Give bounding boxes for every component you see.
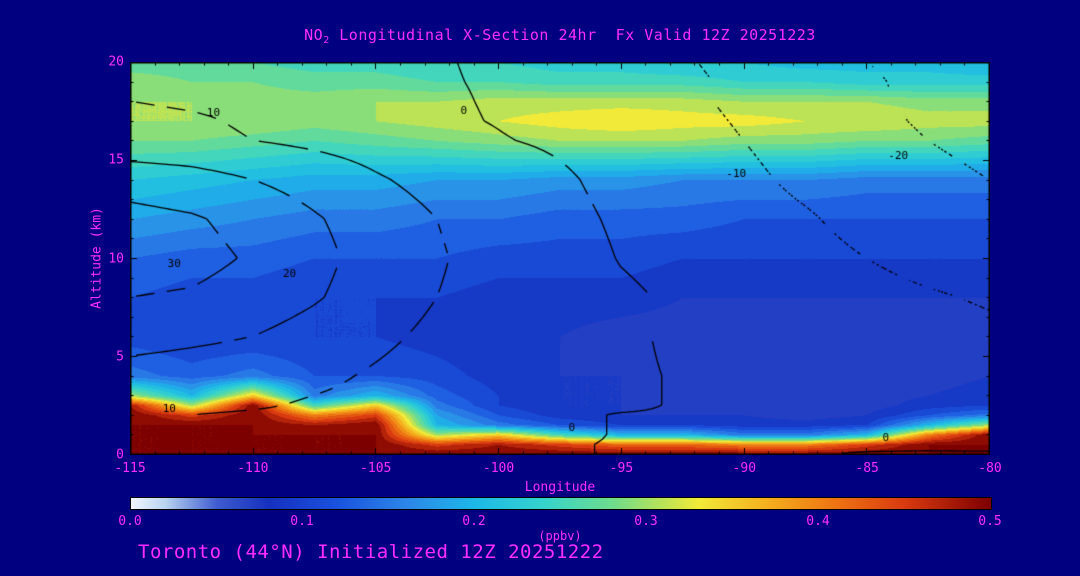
chart-title-species: NO <box>304 26 324 44</box>
x-axis-title: Longitude <box>524 480 596 495</box>
x-tick-label: -115 <box>114 461 146 476</box>
chart-title: NO2 Longitudinal X-Section 24hr Fx Valid… <box>130 26 990 46</box>
y-tick-label: 20 <box>108 54 124 70</box>
colorbar-tick-label: 0.3 <box>634 514 658 529</box>
y-tick-label: 5 <box>116 349 124 365</box>
x-tick-label: -110 <box>237 461 269 476</box>
colorbar-tick-label: 0.2 <box>462 514 486 529</box>
x-tick-label: -95 <box>609 461 634 476</box>
colorbar-units-label: (ppbv) <box>538 529 582 543</box>
chart-title-subscript: 2 <box>323 35 330 46</box>
x-tick-label: -80 <box>978 461 1002 476</box>
y-tick-label: 0 <box>116 447 124 463</box>
colorbar-tick-label: 0.1 <box>290 514 314 529</box>
colorbar-tick-label: 0.5 <box>978 514 1002 529</box>
x-tick-label: -100 <box>482 461 515 476</box>
init-info-text: Toronto (44°N) Initialized 12Z 20251222 <box>138 541 604 563</box>
xsection-plot-canvas <box>130 62 990 455</box>
x-tick-label: -90 <box>732 461 757 476</box>
colorbar <box>130 497 992 510</box>
chart-title-rest: Longitudinal X-Section 24hr Fx Valid 12Z… <box>329 26 816 44</box>
x-tick-label: -85 <box>855 461 879 476</box>
colorbar-tick-label: 0.4 <box>806 514 830 529</box>
x-tick-label: -105 <box>360 461 392 476</box>
y-tick-label: 10 <box>108 251 124 266</box>
y-tick-label: 15 <box>108 152 124 168</box>
colorbar-tick-label: 0.0 <box>118 514 142 529</box>
